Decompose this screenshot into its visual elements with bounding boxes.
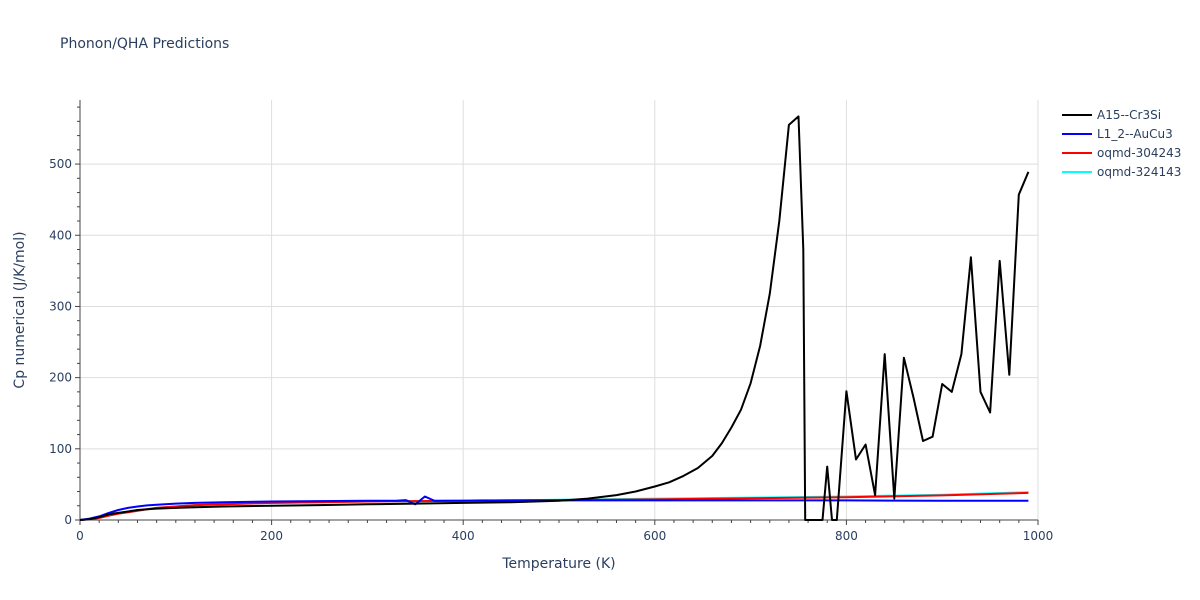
legend[interactable]: A15--Cr3Si L1_2--AuCu3 oqmd-304243 oqmd-324… <box>1062 108 1181 179</box>
y-tick-label: 500 <box>49 157 72 171</box>
y-tick-label: 400 <box>49 228 72 242</box>
grid-layer <box>80 100 1039 520</box>
x-tick-label: 800 <box>835 529 858 543</box>
axes-layer <box>75 100 1039 525</box>
y-tick-label: 0 <box>64 513 72 527</box>
legend-item[interactable]: oqmd-304243 <box>1062 146 1181 160</box>
x-tick-label: 600 <box>643 529 666 543</box>
legend-item[interactable]: L1_2--AuCu3 <box>1062 127 1173 141</box>
legend-item[interactable]: A15--Cr3Si <box>1062 108 1161 122</box>
x-tick-label: 400 <box>452 529 475 543</box>
x-tick-label: 0 <box>76 529 84 543</box>
tick-labels: 0 200 400 600 800 1000 0 100 200 300 400 500 <box>49 157 1053 543</box>
legend-label: A15--Cr3Si <box>1097 108 1161 122</box>
x-tick-label: 200 <box>260 529 283 543</box>
x-tick-label: 1000 <box>1023 529 1054 543</box>
legend-item[interactable]: oqmd-324143 <box>1062 165 1181 179</box>
y-axis-title: Cp numerical (J/K/mol) <box>12 231 28 388</box>
legend-label: oqmd-324143 <box>1097 165 1181 179</box>
y-tick-label: 200 <box>49 371 72 385</box>
series-layer <box>79 115 1030 521</box>
y-tick-label: 300 <box>49 299 72 313</box>
x-axis-title: Temperature (K) <box>501 556 615 572</box>
series-line-l1-2-aucu3[interactable] <box>79 495 1029 521</box>
chart-title: Phonon/QHA Predictions <box>60 36 230 52</box>
legend-label: oqmd-304243 <box>1097 146 1181 160</box>
y-tick-label: 100 <box>49 442 72 456</box>
series-line-a15-cr3si[interactable] <box>79 115 1030 521</box>
legend-label: L1_2--AuCu3 <box>1097 127 1173 141</box>
